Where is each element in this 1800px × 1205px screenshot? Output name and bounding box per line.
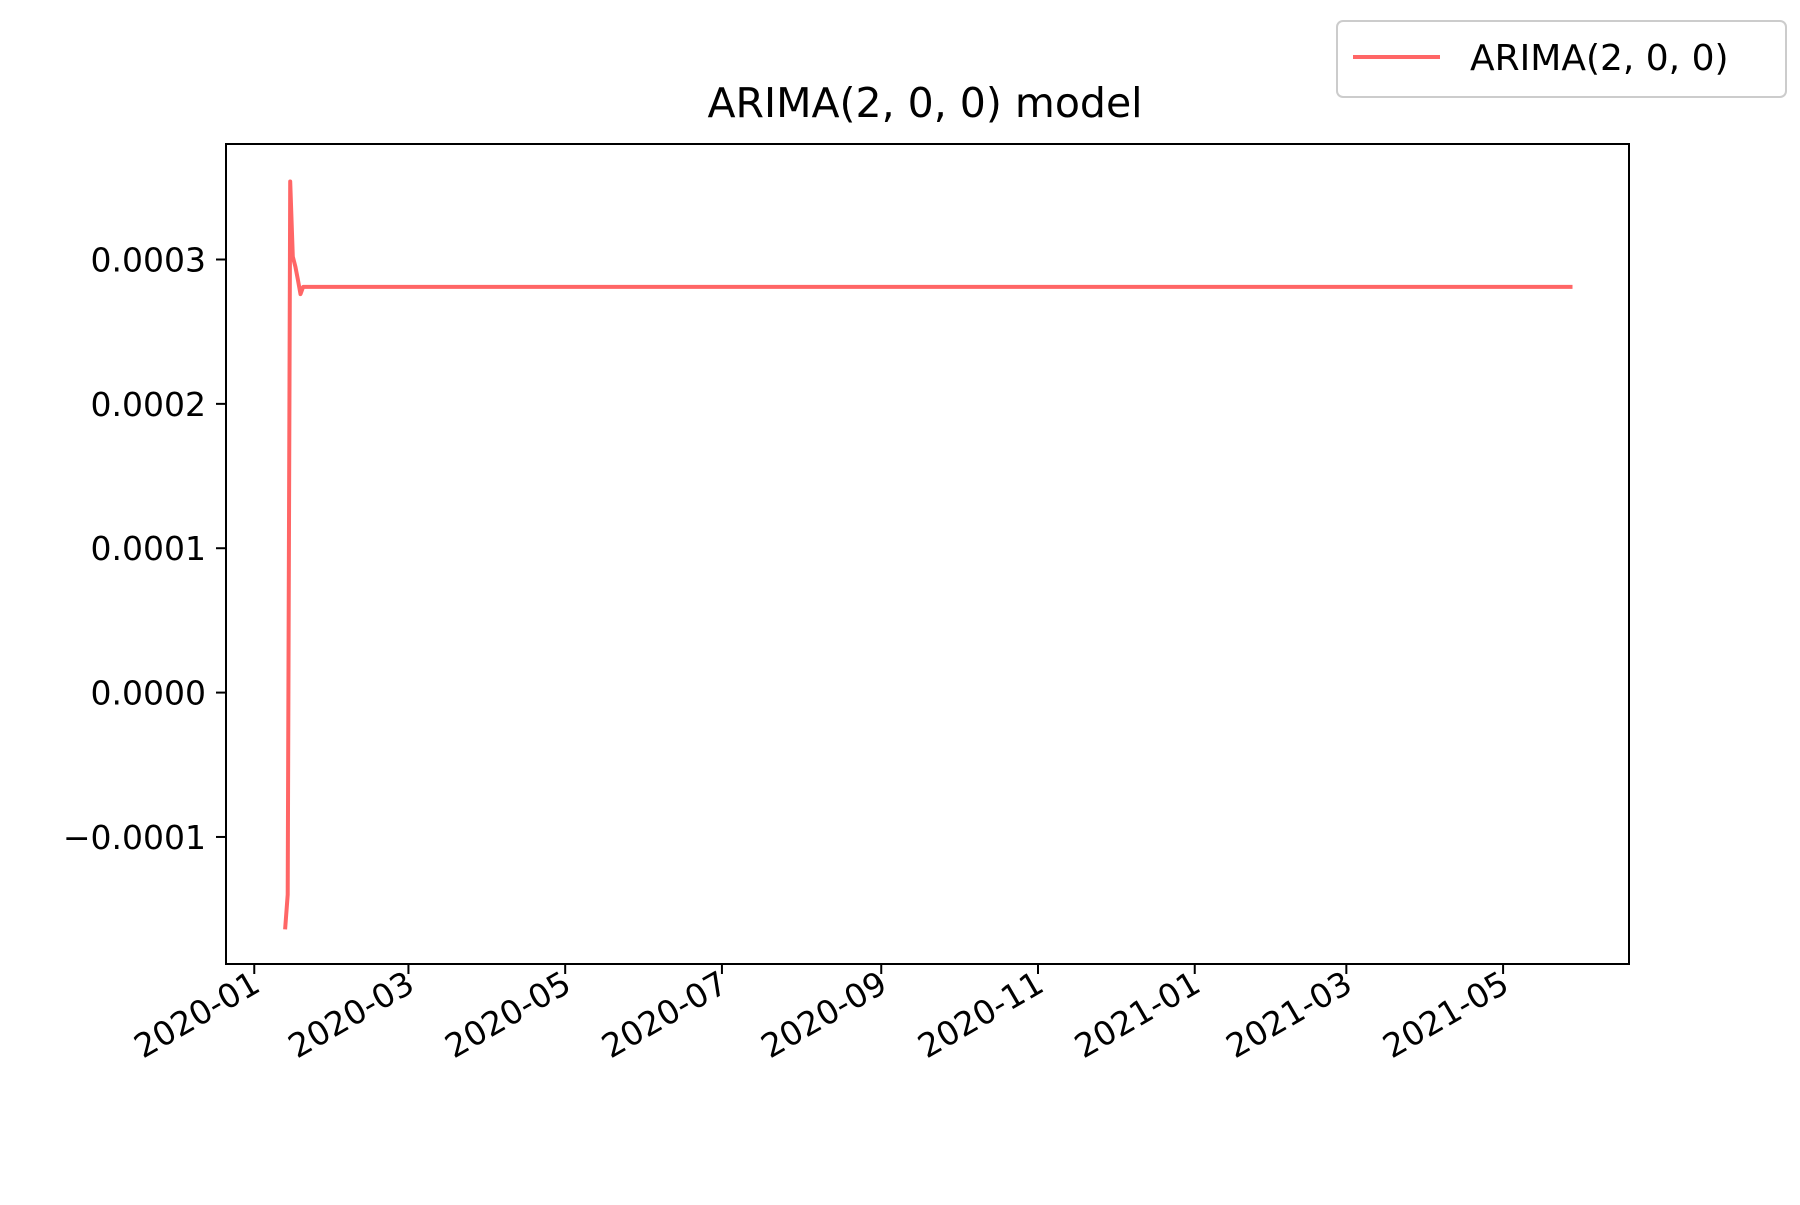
- y-axis: −0.0001 0.0000 0.0001 0.0002 0.0003: [63, 240, 226, 857]
- legend-label: ARIMA(2, 0, 0): [1470, 38, 1729, 79]
- y-tick-label: 0.0003: [91, 240, 206, 279]
- y-tick-label: 0.0000: [91, 674, 206, 713]
- y-tick-label: 0.0001: [91, 529, 206, 568]
- legend: ARIMA(2, 0, 0): [1336, 20, 1787, 98]
- y-tick-label: 0.0002: [91, 385, 206, 424]
- plot-frame: [225, 143, 1630, 965]
- chart-title: ARIMA(2, 0, 0) model: [707, 79, 1142, 127]
- y-tick-label: −0.0001: [63, 818, 206, 857]
- series-line: [283, 179, 1573, 930]
- legend-box: [1336, 20, 1787, 98]
